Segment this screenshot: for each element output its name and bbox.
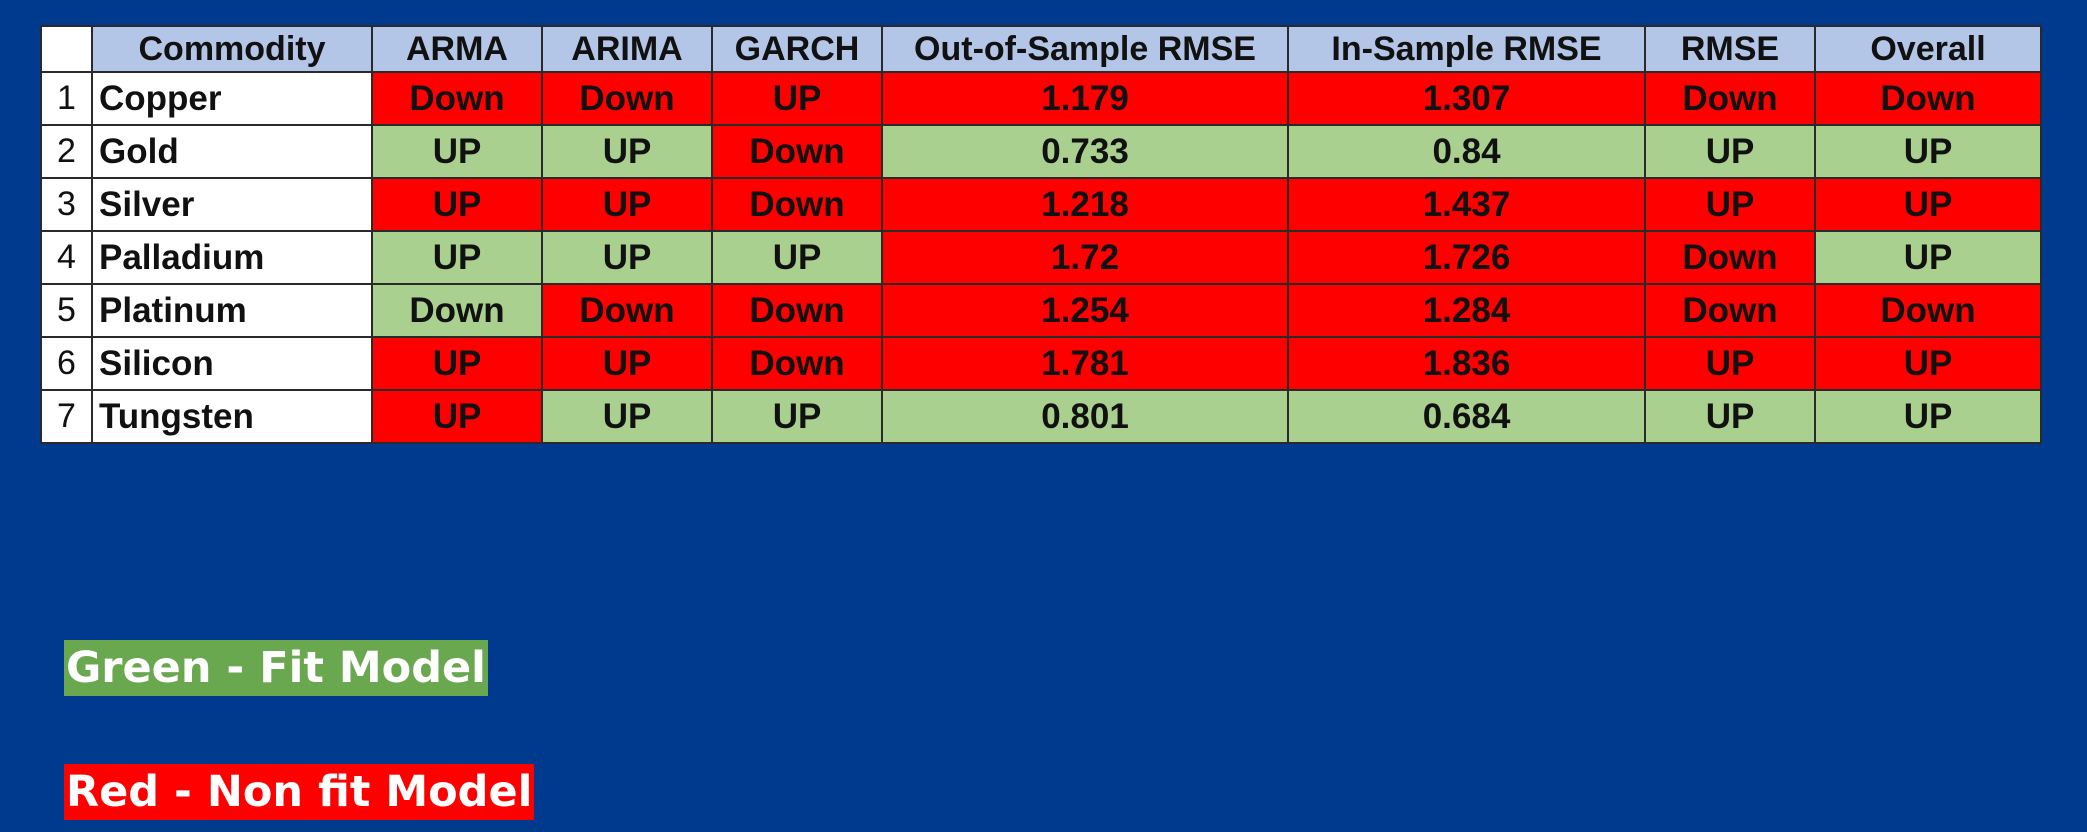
result-cell: 0.801 (881, 389, 1289, 444)
table-row: 3 Silver UP UP Down 1.218 1.437 UP UP (40, 177, 2042, 232)
commodity-name: Copper (91, 71, 373, 126)
table-row: 2 Gold UP UP Down 0.733 0.84 UP UP (40, 124, 2042, 179)
table-row: 7 Tungsten UP UP UP 0.801 0.684 UP UP (40, 389, 2042, 444)
table-row: 4 Palladium UP UP UP 1.72 1.726 Down UP (40, 230, 2042, 285)
row-number: 2 (40, 124, 93, 179)
result-cell: 1.72 (881, 230, 1289, 285)
commodity-name: Platinum (91, 283, 373, 338)
result-cell: UP (1644, 124, 1816, 179)
result-cell: 0.733 (881, 124, 1289, 179)
header-in-sample-rmse: In-Sample RMSE (1287, 25, 1646, 73)
result-cell: Down (541, 283, 713, 338)
result-cell: Down (711, 336, 883, 391)
header-rmse: RMSE (1644, 25, 1816, 73)
result-cell: Down (1644, 71, 1816, 126)
result-cell: UP (371, 230, 543, 285)
result-cell: Down (541, 71, 713, 126)
result-cell: UP (1814, 124, 2042, 179)
result-cell: Down (1644, 230, 1816, 285)
result-cell: UP (1644, 336, 1816, 391)
result-cell: UP (1644, 389, 1816, 444)
result-cell: UP (1814, 389, 2042, 444)
commodity-name: Palladium (91, 230, 373, 285)
result-cell: UP (541, 389, 713, 444)
table-row: 1 Copper Down Down UP 1.179 1.307 Down Down (40, 71, 2042, 126)
result-cell: UP (711, 389, 883, 444)
result-cell: UP (541, 336, 713, 391)
row-number: 6 (40, 336, 93, 391)
header-arima: ARIMA (541, 25, 713, 73)
result-cell: Down (711, 124, 883, 179)
table-row: 5 Platinum Down Down Down 1.254 1.284 Down Down (40, 283, 2042, 338)
header-commodity: Commodity (91, 25, 373, 73)
result-cell: UP (1644, 177, 1816, 232)
result-cell: UP (711, 71, 883, 126)
header-overall: Overall (1814, 25, 2042, 73)
result-cell: UP (371, 336, 543, 391)
result-cell: 0.84 (1287, 124, 1646, 179)
result-cell: 0.684 (1287, 389, 1646, 444)
header-row: Commodity ARMA ARIMA GARCH Out-of-Sample… (40, 25, 2042, 73)
row-number: 4 (40, 230, 93, 285)
result-cell: Down (371, 283, 543, 338)
result-cell: UP (1814, 336, 2042, 391)
corner-cell (40, 25, 93, 73)
result-cell: Down (1814, 71, 2042, 126)
results-table: Commodity ARMA ARIMA GARCH Out-of-Sample… (40, 25, 2042, 444)
result-cell: UP (711, 230, 883, 285)
legend-green-fit-model: Green - Fit Model (64, 640, 488, 696)
header-arma: ARMA (371, 25, 543, 73)
result-cell: Down (711, 283, 883, 338)
result-cell: Down (711, 177, 883, 232)
result-cell: UP (371, 177, 543, 232)
row-number: 5 (40, 283, 93, 338)
legend-red-non-fit-model: Red - Non fit Model (64, 764, 535, 820)
result-cell: 1.836 (1287, 336, 1646, 391)
result-cell: UP (541, 230, 713, 285)
header-garch: GARCH (711, 25, 883, 73)
result-cell: UP (1814, 230, 2042, 285)
result-cell: Down (1644, 283, 1816, 338)
result-cell: Down (371, 71, 543, 126)
commodity-name: Tungsten (91, 389, 373, 444)
result-cell: 1.284 (1287, 283, 1646, 338)
commodity-name: Silicon (91, 336, 373, 391)
result-cell: Down (1814, 283, 2042, 338)
result-cell: UP (371, 389, 543, 444)
row-number: 7 (40, 389, 93, 444)
commodity-name: Silver (91, 177, 373, 232)
result-cell: 1.218 (881, 177, 1289, 232)
commodity-name: Gold (91, 124, 373, 179)
result-cell: 1.179 (881, 71, 1289, 126)
result-cell: 1.307 (1287, 71, 1646, 126)
result-cell: 1.437 (1287, 177, 1646, 232)
result-cell: UP (541, 124, 713, 179)
result-cell: 1.726 (1287, 230, 1646, 285)
result-cell: 1.781 (881, 336, 1289, 391)
header-out-of-sample-rmse: Out-of-Sample RMSE (881, 25, 1289, 73)
result-cell: UP (541, 177, 713, 232)
row-number: 1 (40, 71, 93, 126)
row-number: 3 (40, 177, 93, 232)
result-cell: 1.254 (881, 283, 1289, 338)
result-cell: UP (1814, 177, 2042, 232)
result-cell: UP (371, 124, 543, 179)
table-row: 6 Silicon UP UP Down 1.781 1.836 UP UP (40, 336, 2042, 391)
